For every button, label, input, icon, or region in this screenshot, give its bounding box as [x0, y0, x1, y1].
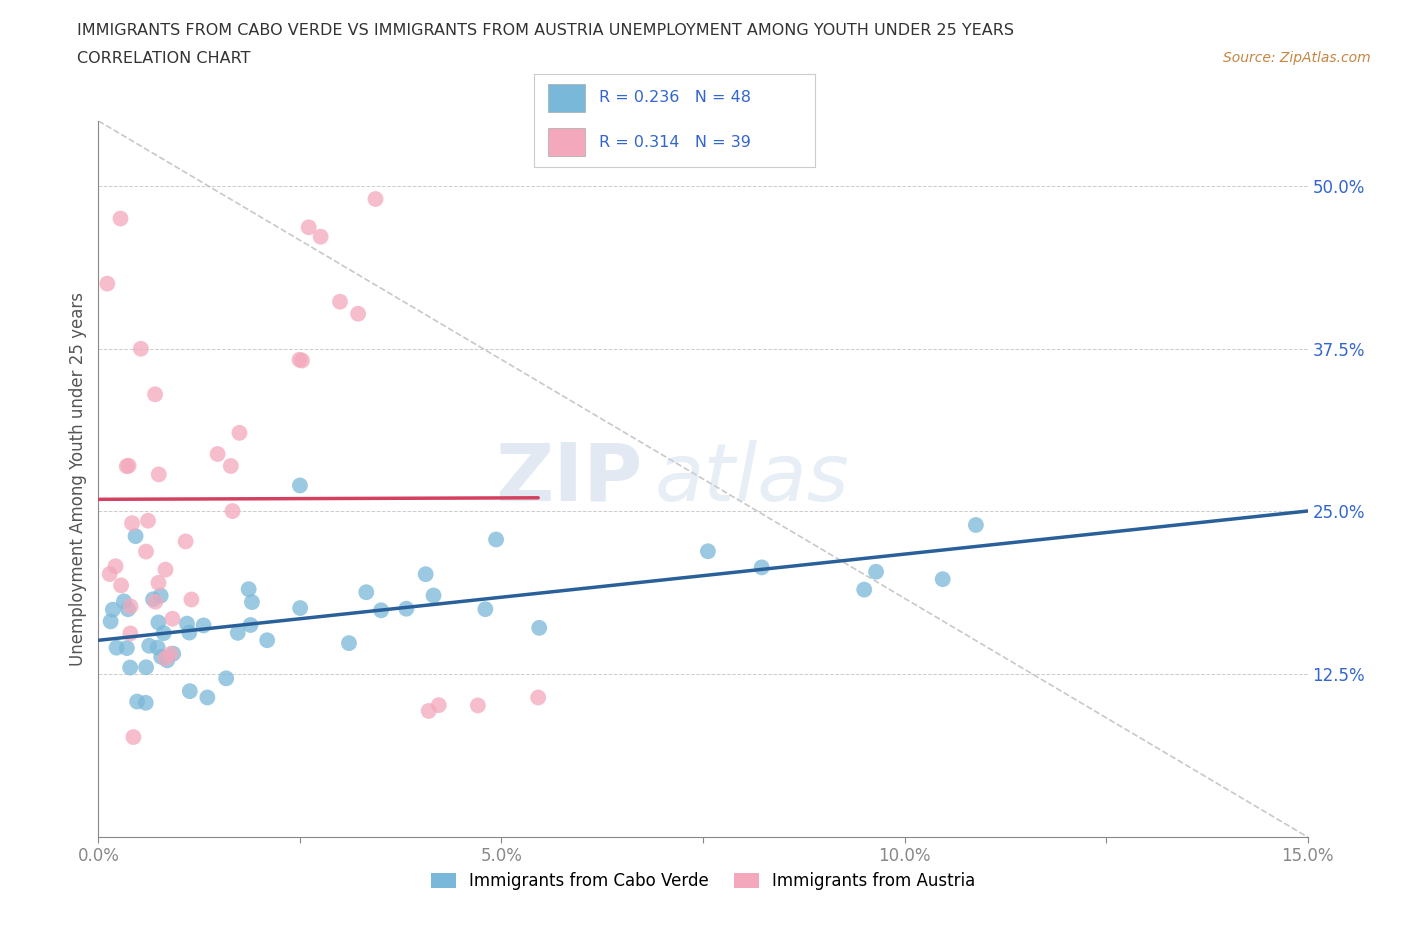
Point	[529, 620, 551, 635]
Point	[467, 698, 489, 712]
Point	[138, 638, 160, 653]
Point	[195, 690, 218, 705]
Point	[527, 690, 550, 705]
Point	[129, 341, 152, 356]
Point	[176, 617, 198, 631]
Point	[96, 276, 118, 291]
Point	[150, 649, 173, 664]
Point	[135, 659, 157, 674]
Point	[149, 588, 172, 603]
Point	[117, 458, 139, 473]
Point	[98, 566, 121, 581]
Text: IMMIGRANTS FROM CABO VERDE VS IMMIGRANTS FROM AUSTRIA UNEMPLOYMENT AMONG YOUTH U: IMMIGRANTS FROM CABO VERDE VS IMMIGRANTS…	[77, 23, 1014, 38]
Point	[485, 532, 508, 547]
Point	[174, 534, 197, 549]
Point	[697, 544, 720, 559]
Point	[155, 562, 177, 577]
Point	[422, 588, 444, 603]
Point	[329, 294, 352, 309]
Point	[112, 594, 135, 609]
Text: ZIP: ZIP	[495, 440, 643, 518]
Point	[238, 582, 260, 597]
Y-axis label: Unemployment Among Youth under 25 years: Unemployment Among Youth under 25 years	[69, 292, 87, 666]
Point	[364, 192, 387, 206]
Point	[193, 618, 215, 633]
Legend: Immigrants from Cabo Verde, Immigrants from Austria: Immigrants from Cabo Verde, Immigrants f…	[425, 865, 981, 897]
Point	[228, 425, 250, 440]
Point	[309, 229, 332, 244]
Point	[104, 559, 127, 574]
FancyBboxPatch shape	[548, 84, 585, 112]
Point	[207, 446, 229, 461]
Point	[143, 387, 166, 402]
Point	[853, 582, 876, 597]
Point	[152, 626, 174, 641]
Point	[288, 352, 311, 367]
Point	[148, 467, 170, 482]
Point	[142, 591, 165, 606]
Point	[117, 602, 139, 617]
Point	[115, 458, 138, 473]
Point	[124, 529, 146, 544]
Point	[148, 615, 170, 630]
FancyBboxPatch shape	[548, 128, 585, 156]
Point	[865, 565, 887, 579]
Point	[100, 614, 122, 629]
Point	[146, 640, 169, 655]
Point	[105, 640, 128, 655]
Point	[256, 632, 278, 647]
Point	[136, 513, 159, 528]
Point	[115, 641, 138, 656]
Point	[159, 646, 181, 661]
Point	[474, 602, 496, 617]
Point	[418, 703, 440, 718]
Point	[221, 504, 243, 519]
Point	[219, 458, 242, 473]
Point	[135, 544, 157, 559]
Point	[155, 651, 177, 666]
Point	[120, 626, 142, 641]
Point	[347, 306, 370, 321]
Point	[145, 594, 167, 609]
Point	[370, 603, 392, 618]
Point	[162, 611, 184, 626]
Point	[101, 603, 124, 618]
Point	[121, 516, 143, 531]
Text: CORRELATION CHART: CORRELATION CHART	[77, 51, 250, 66]
Point	[751, 560, 773, 575]
Point	[395, 602, 418, 617]
Point	[965, 518, 987, 533]
Point	[148, 576, 170, 591]
Point	[239, 618, 262, 632]
Point	[226, 625, 249, 640]
Text: Source: ZipAtlas.com: Source: ZipAtlas.com	[1223, 51, 1371, 65]
Point	[415, 566, 437, 581]
Point	[298, 219, 321, 234]
Point	[135, 696, 157, 711]
Point	[291, 353, 314, 368]
Point	[120, 599, 142, 614]
Point	[110, 211, 132, 226]
Point	[122, 730, 145, 745]
Point	[110, 578, 132, 592]
Point	[337, 636, 360, 651]
Point	[127, 694, 149, 709]
Point	[288, 601, 311, 616]
Point	[179, 684, 201, 698]
Point	[120, 660, 142, 675]
Text: R = 0.314   N = 39: R = 0.314 N = 39	[599, 135, 751, 150]
Text: atlas: atlas	[655, 440, 849, 518]
Point	[427, 698, 450, 712]
Point	[156, 653, 179, 668]
Text: R = 0.236   N = 48: R = 0.236 N = 48	[599, 90, 751, 105]
Point	[162, 646, 184, 661]
Point	[288, 478, 311, 493]
Point	[179, 625, 201, 640]
Point	[354, 585, 377, 600]
Point	[215, 671, 238, 685]
Point	[931, 572, 953, 587]
Point	[240, 594, 263, 609]
Point	[180, 592, 202, 607]
